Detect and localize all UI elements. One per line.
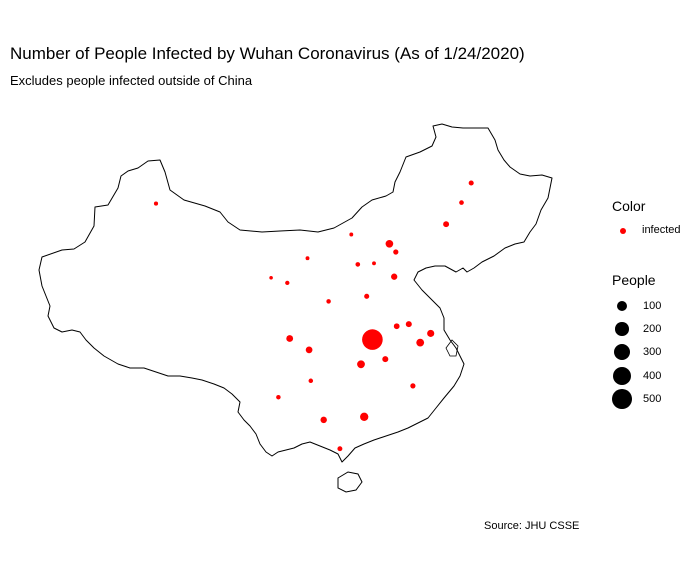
legend-size-label: 400 — [643, 370, 662, 382]
infection-point — [393, 323, 400, 330]
infection-point — [360, 412, 369, 421]
infection-point — [393, 249, 399, 255]
legend-size-item: 400 — [612, 366, 698, 386]
legend-size-item: 100 — [612, 296, 698, 316]
infection-point — [468, 180, 474, 186]
legend-infected-label: infected — [642, 224, 681, 236]
legend-size-dot — [615, 322, 629, 336]
infection-point — [337, 446, 343, 452]
chart-subtitle: Excludes people infected outside of Chin… — [10, 73, 253, 88]
legend-size-label: 500 — [643, 393, 662, 405]
taiwan-outline — [445, 339, 459, 357]
infection-point — [410, 383, 416, 389]
legend-size-label: 300 — [643, 346, 662, 358]
legend-size-title: People — [612, 272, 656, 288]
infection-points — [153, 180, 474, 452]
infection-point — [416, 338, 425, 347]
chart-title: Number of People Infected by Wuhan Coron… — [10, 44, 525, 63]
infection-point — [326, 299, 331, 304]
infection-point — [364, 293, 370, 299]
infection-point — [305, 346, 313, 354]
legend-size-item: 500 — [612, 389, 698, 409]
infection-point — [372, 261, 376, 266]
infection-point — [385, 239, 394, 248]
infection-point — [286, 335, 294, 342]
hainan-outline — [337, 471, 363, 493]
infection-point — [276, 394, 281, 400]
infection-point — [427, 329, 435, 337]
legend-size-dot — [612, 389, 632, 409]
legend-size-label: 200 — [643, 323, 662, 335]
infection-point — [308, 378, 314, 384]
legend-size-dot — [613, 367, 631, 385]
infection-point — [357, 360, 365, 369]
infection-point — [459, 200, 464, 205]
infection-point — [320, 416, 327, 424]
infection-point — [443, 221, 450, 228]
infection-point — [305, 256, 310, 261]
china-outline — [38, 123, 553, 463]
legend-size-dot — [614, 344, 630, 360]
infection-point — [382, 356, 389, 363]
legend-size-item: 300 — [612, 342, 698, 362]
infection-point — [153, 201, 159, 206]
chart-caption: Source: JHU CSSE — [484, 520, 580, 532]
infection-point — [391, 273, 398, 280]
legend-size-item: 200 — [612, 319, 698, 339]
infection-point — [269, 276, 273, 280]
legend-size-dot — [616, 300, 628, 312]
legend-infected-dot — [620, 228, 626, 234]
infection-point — [362, 329, 383, 350]
infection-point — [355, 262, 361, 267]
legend-color-title: Color — [612, 198, 646, 214]
infection-point — [349, 232, 354, 237]
infection-point — [285, 280, 290, 286]
legend-size-label: 100 — [643, 300, 662, 312]
infection-point — [405, 321, 412, 328]
